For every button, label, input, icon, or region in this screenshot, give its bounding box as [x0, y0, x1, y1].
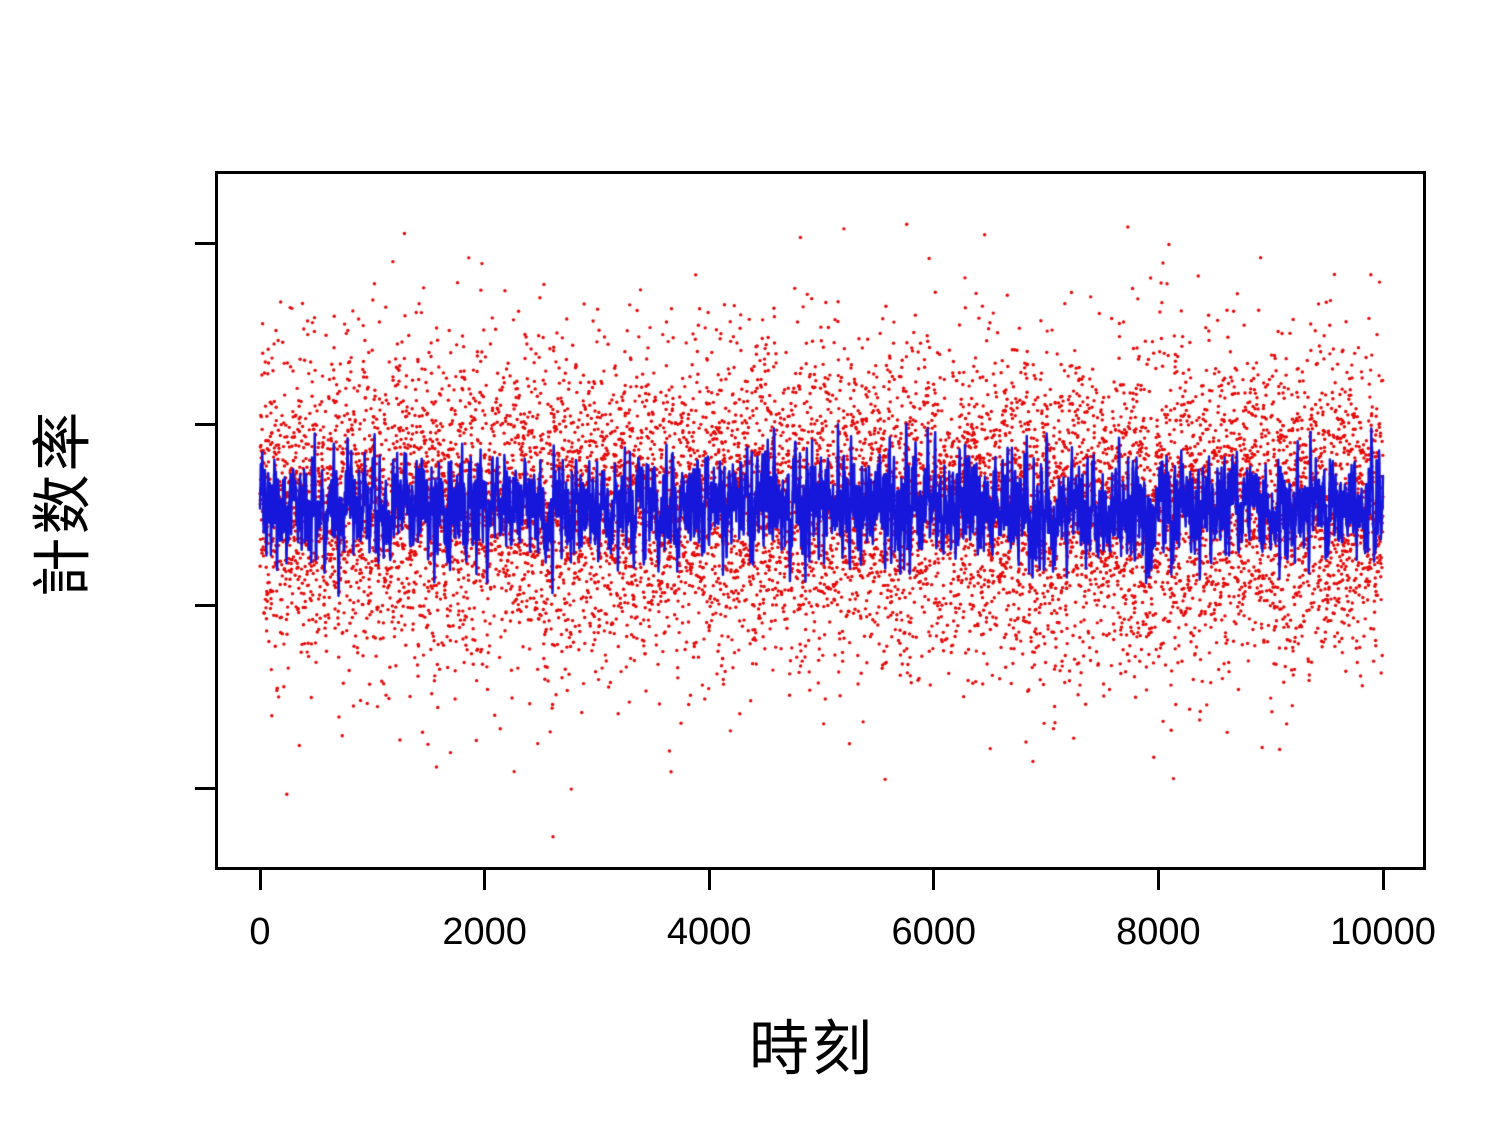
x-tick-label: 6000: [891, 911, 977, 953]
y-axis-tick: [195, 242, 215, 246]
y-axis-tick: [195, 787, 215, 791]
x-tick-label: 8000: [1116, 911, 1201, 953]
x-axis-label: 時刻: [749, 1015, 875, 1083]
x-tick-label: 0: [249, 911, 271, 953]
y-axis-label: 計数率: [29, 408, 97, 598]
y-axis-tick: [195, 604, 215, 608]
x-axis-tick: [707, 870, 711, 890]
y-axis-tick: [195, 422, 215, 426]
x-axis-tick: [1381, 870, 1385, 890]
x-axis-tick: [483, 870, 487, 890]
x-tick-label: 10000: [1330, 911, 1436, 953]
x-axis-tick: [932, 870, 936, 890]
x-axis-tick: [1156, 870, 1160, 890]
x-tick-label: 2000: [442, 911, 527, 953]
x-tick-label: 4000: [666, 911, 752, 953]
x-axis-tick: [258, 870, 262, 890]
